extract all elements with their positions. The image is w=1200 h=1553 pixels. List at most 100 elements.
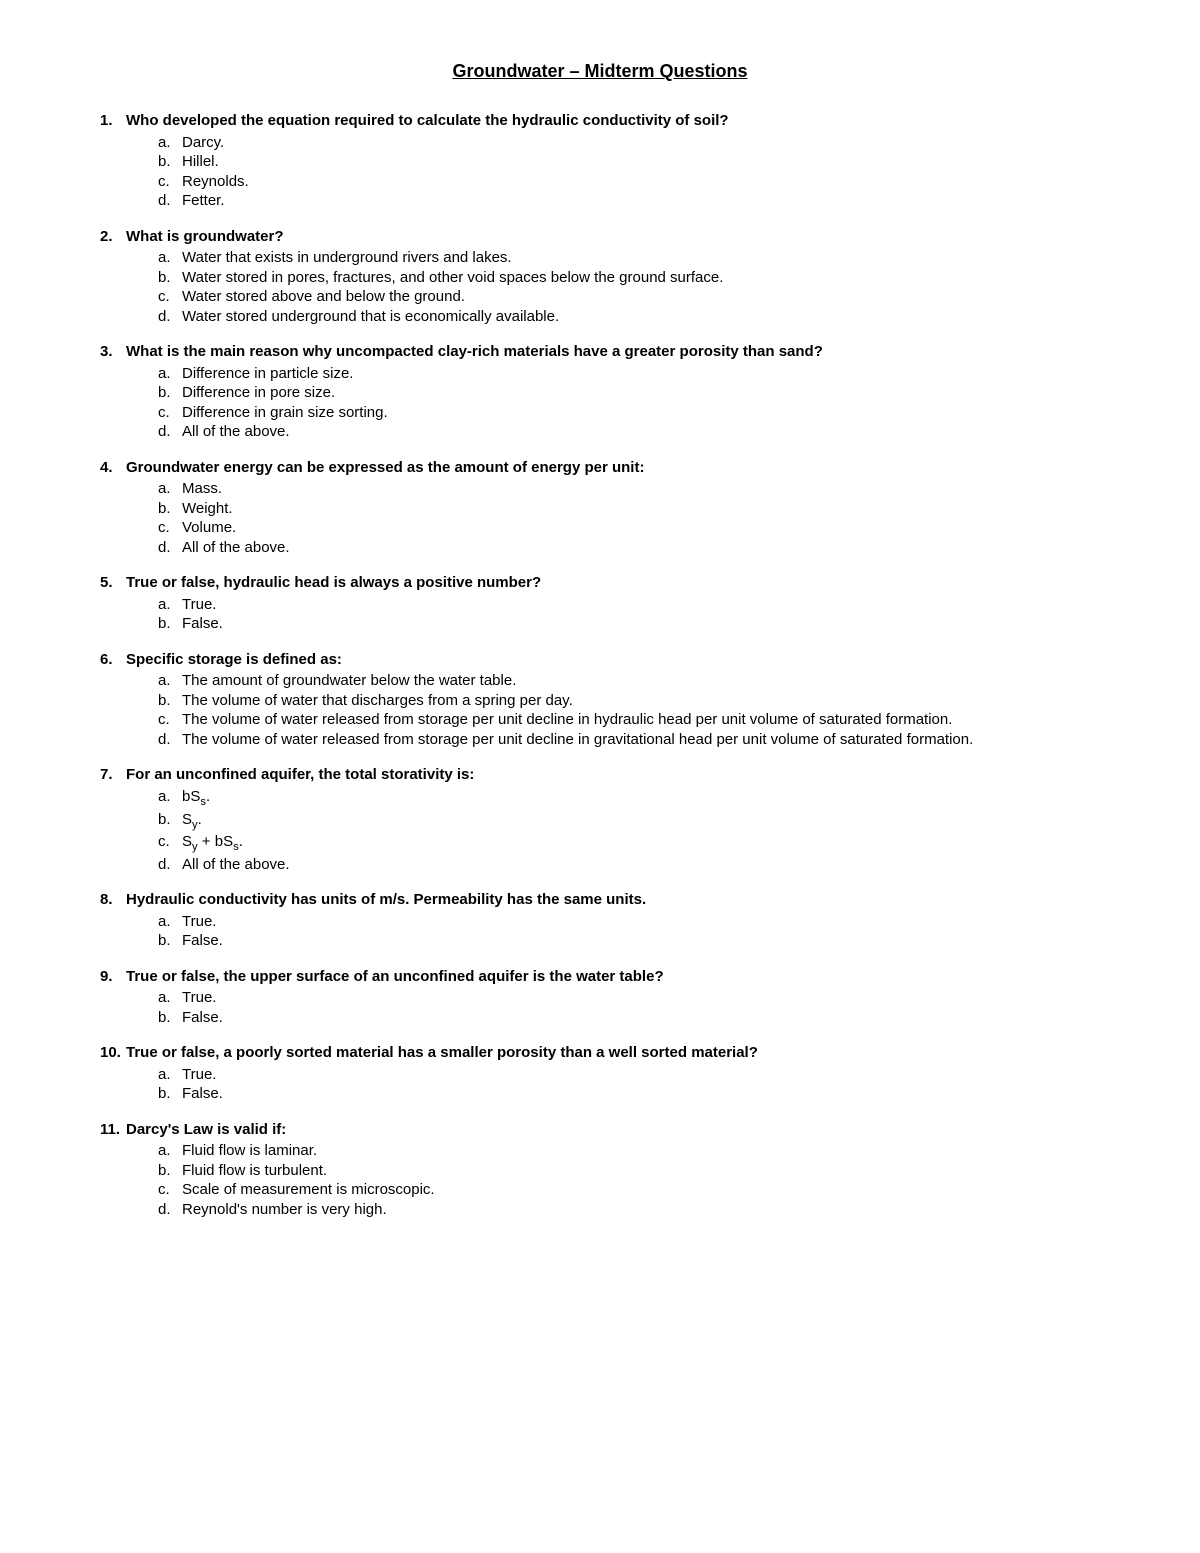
option: b.False. — [158, 1084, 1100, 1104]
question: 8.Hydraulic conductivity has units of m/… — [100, 890, 1100, 951]
option-text: Hillel. — [182, 152, 219, 172]
question: 3.What is the main reason why uncompacte… — [100, 342, 1100, 442]
option-label: b. — [158, 614, 182, 634]
option: c.Water stored above and below the groun… — [158, 287, 1100, 307]
option: d.All of the above. — [158, 422, 1100, 442]
question-number: 1. — [100, 111, 126, 131]
option-text: False. — [182, 1008, 223, 1028]
question-text: True or false, the upper surface of an u… — [126, 967, 664, 987]
option-text: Difference in pore size. — [182, 383, 335, 403]
option-label: a. — [158, 1141, 182, 1161]
option-label: a. — [158, 1065, 182, 1085]
option-text: Reynold's number is very high. — [182, 1200, 387, 1220]
option-text: Sy. — [182, 810, 202, 833]
option-text: All of the above. — [182, 538, 290, 558]
option-list: a.Fluid flow is laminar.b.Fluid flow is … — [158, 1141, 1100, 1219]
question: 1.Who developed the equation required to… — [100, 111, 1100, 211]
option-label: d. — [158, 730, 182, 750]
question-number: 5. — [100, 573, 126, 593]
option-text: False. — [182, 614, 223, 634]
option: a.Difference in particle size. — [158, 364, 1100, 384]
question: 2.What is groundwater?a.Water that exist… — [100, 227, 1100, 327]
option: c.Sy + bSs. — [158, 832, 1100, 855]
page-title: Groundwater – Midterm Questions — [100, 60, 1100, 83]
option-label: a. — [158, 479, 182, 499]
option-text: All of the above. — [182, 422, 290, 442]
option-text: Fluid flow is laminar. — [182, 1141, 317, 1161]
question-text: Groundwater energy can be expressed as t… — [126, 458, 644, 478]
option-text: All of the above. — [182, 855, 290, 875]
question-number: 7. — [100, 765, 126, 785]
option-label: a. — [158, 988, 182, 1008]
option-label: a. — [158, 595, 182, 615]
option-list: a.True.b.False. — [158, 595, 1100, 634]
option-label: b. — [158, 1084, 182, 1104]
option-text: Water that exists in underground rivers … — [182, 248, 512, 268]
option-text: Volume. — [182, 518, 236, 538]
option: a.True. — [158, 595, 1100, 615]
option-text: Sy + bSs. — [182, 832, 243, 855]
question-text: What is the main reason why uncompacted … — [126, 342, 823, 362]
option-label: c. — [158, 403, 182, 423]
question: 9.True or false, the upper surface of an… — [100, 967, 1100, 1028]
option-text: Difference in grain size sorting. — [182, 403, 388, 423]
question-text: True or false, hydraulic head is always … — [126, 573, 541, 593]
option-text: Reynolds. — [182, 172, 249, 192]
option-list: a.True.b.False. — [158, 988, 1100, 1027]
option-text: False. — [182, 1084, 223, 1104]
option: a.Mass. — [158, 479, 1100, 499]
option-list: a.bSs.b.Sy.c.Sy + bSs.d.All of the above… — [158, 787, 1100, 874]
option-label: a. — [158, 248, 182, 268]
question-number: 3. — [100, 342, 126, 362]
option-text: The amount of groundwater below the wate… — [182, 671, 516, 691]
option-label: c. — [158, 1180, 182, 1200]
option-text: Water stored above and below the ground. — [182, 287, 465, 307]
option: d.Water stored underground that is econo… — [158, 307, 1100, 327]
option: b.Fluid flow is turbulent. — [158, 1161, 1100, 1181]
option-label: a. — [158, 671, 182, 691]
option-text: Difference in particle size. — [182, 364, 353, 384]
option-label: b. — [158, 810, 182, 833]
option: d.All of the above. — [158, 538, 1100, 558]
question: 7.For an unconfined aquifer, the total s… — [100, 765, 1100, 874]
option: a.The amount of groundwater below the wa… — [158, 671, 1100, 691]
option: b.False. — [158, 1008, 1100, 1028]
option: c.Reynolds. — [158, 172, 1100, 192]
option-label: b. — [158, 1008, 182, 1028]
question-number: 11. — [100, 1120, 126, 1140]
option: b.The volume of water that discharges fr… — [158, 691, 1100, 711]
option: d.The volume of water released from stor… — [158, 730, 1100, 750]
option-list: a.Darcy.b.Hillel.c.Reynolds.d.Fetter. — [158, 133, 1100, 211]
question-text: Specific storage is defined as: — [126, 650, 342, 670]
option-list: a.The amount of groundwater below the wa… — [158, 671, 1100, 749]
option-list: a.Mass.b.Weight.c.Volume.d.All of the ab… — [158, 479, 1100, 557]
option-text: The volume of water that discharges from… — [182, 691, 573, 711]
option-label: c. — [158, 832, 182, 855]
option-text: Weight. — [182, 499, 233, 519]
option-list: a.True.b.False. — [158, 1065, 1100, 1104]
option-label: b. — [158, 152, 182, 172]
question-text: For an unconfined aquifer, the total sto… — [126, 765, 474, 785]
option-label: c. — [158, 287, 182, 307]
option-label: d. — [158, 191, 182, 211]
question-number: 4. — [100, 458, 126, 478]
question: 5.True or false, hydraulic head is alway… — [100, 573, 1100, 634]
option-text: Water stored in pores, fractures, and ot… — [182, 268, 723, 288]
question-text: Who developed the equation required to c… — [126, 111, 729, 131]
question-text: Hydraulic conductivity has units of m/s.… — [126, 890, 646, 910]
option: b.Hillel. — [158, 152, 1100, 172]
question-number: 8. — [100, 890, 126, 910]
question: 10.True or false, a poorly sorted materi… — [100, 1043, 1100, 1104]
option-label: d. — [158, 422, 182, 442]
option: d.Reynold's number is very high. — [158, 1200, 1100, 1220]
option: b.Water stored in pores, fractures, and … — [158, 268, 1100, 288]
option: d.All of the above. — [158, 855, 1100, 875]
option-label: a. — [158, 787, 182, 810]
option: a.Darcy. — [158, 133, 1100, 153]
option-text: True. — [182, 595, 216, 615]
option-text: Fetter. — [182, 191, 225, 211]
option-text: bSs. — [182, 787, 210, 810]
option: b.Sy. — [158, 810, 1100, 833]
option-label: b. — [158, 1161, 182, 1181]
option-text: True. — [182, 988, 216, 1008]
